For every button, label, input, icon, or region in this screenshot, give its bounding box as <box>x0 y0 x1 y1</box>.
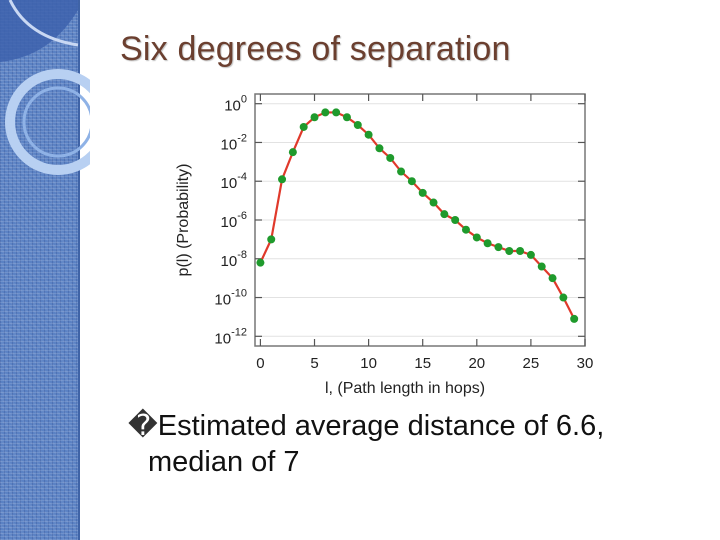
y-tick-label: 10-8 <box>221 249 247 270</box>
data-point <box>278 175 287 184</box>
y-tick-label: 10-12 <box>214 326 247 347</box>
data-point <box>461 225 470 234</box>
data-point <box>483 239 492 248</box>
data-point <box>397 167 406 176</box>
chart-grid <box>255 103 585 337</box>
slide-title: Six degrees of separation <box>120 30 511 68</box>
data-point <box>386 153 395 162</box>
data-point <box>267 235 276 244</box>
data-point <box>332 108 341 117</box>
data-point <box>299 122 308 131</box>
data-point <box>342 113 351 122</box>
y-axis-label: p(l) (Probability) <box>175 164 192 277</box>
series-points <box>256 108 579 323</box>
y-tick-label: 10-6 <box>221 210 247 231</box>
x-tick-label: 10 <box>360 355 377 372</box>
x-tick-label: 5 <box>310 355 318 372</box>
data-point <box>570 314 579 323</box>
y-axis-ticks: 100 10-2 10-4 10-6 10-8 10-10 10-12 <box>214 94 585 347</box>
x-axis-ticks: 0 5 10 15 20 25 30 <box>256 94 593 372</box>
data-point <box>321 108 330 117</box>
x-tick-label: 25 <box>523 355 540 372</box>
bullet-marker: � <box>128 410 158 442</box>
data-point <box>407 177 416 186</box>
y-tick-label: 100 <box>224 94 247 115</box>
x-axis-label: l, (Path length in hops) <box>325 380 485 397</box>
x-tick-label: 0 <box>256 355 264 372</box>
decorative-circles <box>0 0 90 175</box>
bullet-text-line2: median of 7 <box>148 446 300 478</box>
data-point <box>353 121 362 130</box>
data-point <box>364 130 373 139</box>
data-point <box>440 210 449 219</box>
y-tick-label: 10-4 <box>221 171 247 192</box>
data-point <box>256 258 265 267</box>
data-point <box>548 274 557 283</box>
sidebar-edge <box>78 0 80 540</box>
bullet-item: �Estimated average distance of 6.6, medi… <box>128 408 688 480</box>
data-point <box>505 247 514 256</box>
ring-inner <box>22 86 90 158</box>
data-point <box>451 216 460 224</box>
bullet-text-line1: Estimated average distance of 6.6, <box>157 410 605 442</box>
data-point <box>375 144 384 153</box>
data-point <box>516 247 525 256</box>
data-point <box>429 198 438 207</box>
data-point <box>559 293 568 302</box>
x-tick-label: 30 <box>577 355 594 372</box>
data-point <box>288 148 297 157</box>
data-point <box>310 113 319 122</box>
series-line <box>259 111 576 320</box>
path-length-chart: 100 10-2 10-4 10-6 10-8 10-10 10-12 0 5 10 15 20 25… <box>175 93 593 397</box>
top-arc-highlight <box>8 0 79 47</box>
ring-outer <box>5 69 90 175</box>
data-point <box>494 243 503 252</box>
data-point <box>526 250 535 259</box>
x-tick-label: 20 <box>468 355 485 372</box>
x-tick-label: 15 <box>414 355 431 372</box>
data-point <box>537 262 546 271</box>
y-tick-label: 10-10 <box>214 288 247 309</box>
y-tick-label: 10-2 <box>221 132 247 153</box>
data-point <box>472 233 481 242</box>
data-point <box>418 188 427 197</box>
